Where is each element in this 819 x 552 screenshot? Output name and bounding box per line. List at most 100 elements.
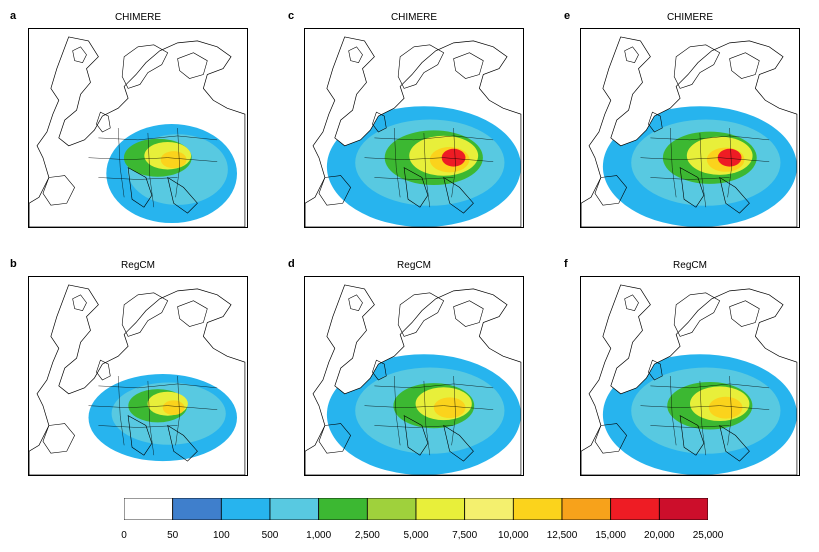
colorbar-tick-label: 20,000 [644, 530, 675, 541]
coastline [348, 294, 363, 312]
country-border [118, 127, 125, 198]
country-border [374, 177, 454, 180]
country-border [670, 375, 677, 446]
country-border [699, 380, 707, 456]
country-border [88, 405, 218, 410]
coastline [318, 175, 351, 206]
colorbar-segment [464, 498, 514, 520]
map-frame [580, 276, 800, 476]
country-border [650, 425, 730, 428]
map-frame [28, 276, 248, 476]
country-border [374, 425, 454, 428]
europe-map [29, 36, 246, 227]
colorbar-tick-label: 100 [212, 530, 230, 541]
country-border [98, 135, 218, 141]
coastline [42, 175, 75, 206]
country-border [640, 405, 770, 410]
coastline [29, 284, 246, 475]
coastline [167, 176, 198, 214]
country-border [423, 132, 431, 208]
coastline [729, 300, 760, 327]
panel-letter: f [564, 258, 568, 270]
coastline [453, 300, 484, 327]
colorbar-segment [124, 498, 174, 520]
colorbar-segment [415, 498, 466, 520]
coastline [648, 359, 663, 381]
coastline [397, 292, 445, 337]
coastline [679, 167, 705, 208]
country-border [727, 375, 732, 446]
coastline [453, 52, 484, 79]
colorbar-segment [220, 498, 271, 520]
colorbar [124, 498, 708, 520]
coastline [305, 284, 522, 475]
country-border [670, 127, 677, 198]
map-frame [304, 276, 524, 476]
coastline [177, 52, 208, 79]
coastline [648, 111, 663, 133]
colorbar-segment [269, 498, 320, 520]
map-frame [304, 28, 524, 228]
country-border [98, 177, 178, 180]
coastline [42, 423, 75, 454]
coastline [594, 423, 627, 454]
coastline [729, 52, 760, 79]
colorbar-segment [318, 498, 368, 520]
colorbar-tick-label: 12,500 [546, 530, 578, 541]
country-border [98, 383, 218, 389]
coastline [443, 424, 474, 462]
coastline [719, 424, 750, 462]
emission-field [708, 396, 743, 419]
panel-letter: c [288, 10, 295, 22]
country-border [118, 375, 125, 446]
europe-map [581, 36, 798, 227]
country-border [640, 157, 770, 162]
panel-title: CHIMERE [114, 12, 162, 23]
country-border [175, 375, 180, 446]
colorbar-tick-label: 2,500 [354, 530, 380, 541]
emission-field [160, 151, 187, 169]
coastline [594, 175, 627, 206]
coastline [679, 415, 705, 456]
country-border [394, 127, 401, 198]
panel-letter: a [10, 10, 17, 22]
colorbar-tick-label: 5,000 [403, 530, 429, 541]
emission-field [717, 148, 742, 167]
country-border [147, 132, 155, 208]
coastline [624, 46, 639, 64]
coastline [167, 424, 198, 462]
country-border [423, 380, 431, 456]
colorbar-segment [658, 498, 708, 520]
coastline [403, 167, 429, 208]
panel-title: CHIMERE [390, 12, 438, 23]
panel-title: CHIMERE [666, 12, 714, 23]
coastline [581, 284, 798, 475]
country-border [650, 177, 730, 180]
coastline [719, 176, 750, 214]
panel-letter: e [564, 10, 571, 22]
emission-field [162, 400, 185, 416]
country-border [451, 127, 456, 198]
coastline [318, 423, 351, 454]
coastline [403, 415, 429, 456]
country-border [98, 425, 178, 428]
coastline [348, 46, 363, 64]
country-border [88, 157, 218, 162]
colorbar-tick-label: 7,500 [452, 530, 478, 541]
coastline [96, 359, 111, 381]
map-frame [580, 28, 800, 228]
coastline [177, 300, 208, 327]
coastline [372, 111, 387, 133]
colorbar-segment [561, 498, 612, 520]
country-border [364, 405, 494, 410]
colorbar-tick-label: 500 [261, 530, 279, 541]
panel-letter: d [288, 258, 295, 270]
coastline [305, 36, 522, 227]
panel-letter: b [10, 258, 17, 270]
coastline [127, 167, 153, 208]
coastline [624, 294, 639, 312]
colorbar-tick-label: 1,000 [306, 530, 332, 541]
emission-field [433, 397, 466, 418]
panel-title: RegCM [673, 260, 707, 271]
coastline [673, 292, 721, 337]
